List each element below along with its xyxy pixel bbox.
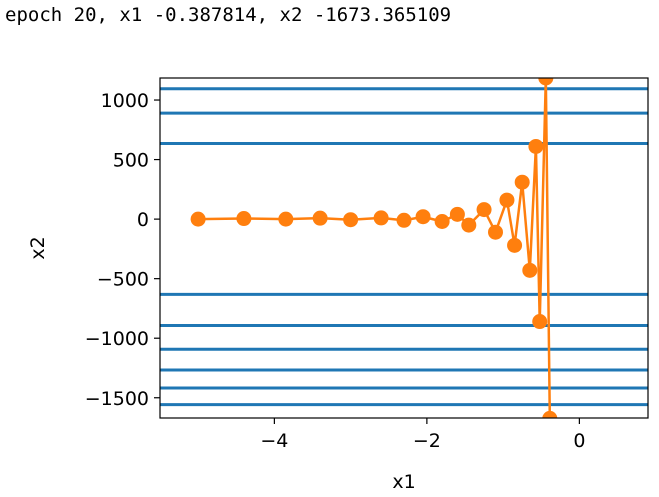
- trajectory-point: [434, 214, 450, 230]
- y-tick-label: −1000: [85, 328, 149, 350]
- trajectory-point: [373, 210, 389, 226]
- trajectory-point: [312, 210, 328, 226]
- trajectory-point: [449, 206, 465, 222]
- trajectory-point: [507, 237, 523, 253]
- trajectory-point: [236, 211, 252, 227]
- trajectory-point: [538, 78, 554, 86]
- x-tick-label: 0: [573, 430, 585, 452]
- trajectory-point: [542, 410, 558, 418]
- trajectory-point: [488, 224, 503, 240]
- trajectory-point: [528, 138, 544, 154]
- trajectory-point: [190, 211, 206, 227]
- y-axis-label: x2: [27, 236, 49, 259]
- y-tick-label: 0: [137, 209, 149, 231]
- contour-lines: [160, 87, 648, 407]
- trajectory-point: [415, 209, 431, 225]
- y-tick-label: 500: [113, 150, 149, 172]
- training-log-text: epoch 20, x1 -0.387814, x2 -1673.365109: [5, 4, 452, 26]
- trajectory-series: [190, 78, 558, 418]
- trajectory-point: [461, 217, 477, 233]
- y-tick-label: −1500: [85, 388, 149, 410]
- trajectory-point: [499, 192, 515, 208]
- x-axis-label: x1: [392, 471, 415, 493]
- trajectory-point: [278, 211, 294, 227]
- trajectory-point: [522, 262, 538, 278]
- y-tick-label: −500: [97, 269, 149, 291]
- trajectory-point: [532, 314, 548, 330]
- y-tick-label: 1000: [101, 90, 149, 112]
- trajectory-line: [198, 78, 552, 418]
- trajectory-point: [514, 174, 530, 190]
- x-tick-label: −2: [413, 430, 441, 452]
- axes-frame: [159, 77, 649, 419]
- trajectory-point: [396, 212, 412, 228]
- x-tick-label: −4: [260, 430, 288, 452]
- trajectory-point: [343, 212, 359, 228]
- trajectory-point: [476, 202, 492, 218]
